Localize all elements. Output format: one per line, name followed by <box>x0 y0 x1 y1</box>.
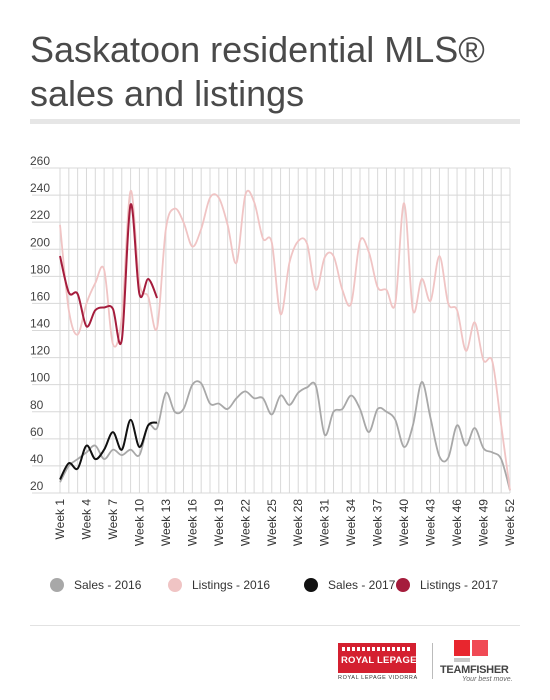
y-tick-label: 40 <box>30 452 44 466</box>
x-tick-label: Week 19 <box>212 499 226 546</box>
footer-divider <box>30 625 520 626</box>
x-tick-label: Week 46 <box>450 499 464 546</box>
logo-divider <box>432 643 433 679</box>
y-tick-label: 80 <box>30 398 44 412</box>
teamfisher-tagline: Your best move. <box>462 676 513 683</box>
legend-item: Sales - 2017 <box>304 578 395 592</box>
y-tick-label: 220 <box>30 208 50 222</box>
x-tick-label: Week 28 <box>291 499 305 546</box>
line-chart: 20 40 60 80 100 120 140 160 180 200 220 240 260 Week … <box>30 154 517 546</box>
x-tick-label: Week 22 <box>238 499 252 546</box>
x-tick-label: Week 40 <box>397 499 411 546</box>
listings-2016-line <box>59 189 511 491</box>
x-tick-label: Week 25 <box>265 499 279 546</box>
teamfisher-name: TEAMFISHER <box>440 664 509 676</box>
royal-lepage-logo: ROYAL LEPAGE ROYAL LEPAGE VIDORRA <box>338 643 420 681</box>
x-tick-label: Week 52 <box>503 499 517 546</box>
legend-item: Listings - 2016 <box>168 578 270 592</box>
y-tick-label: 20 <box>30 479 44 493</box>
y-tick-label: 60 <box>30 425 44 439</box>
legend-swatch <box>168 578 182 592</box>
legend-swatch <box>396 578 410 592</box>
y-tick-label: 200 <box>30 235 50 249</box>
x-tick-label: Week 49 <box>477 499 491 546</box>
x-tick-label: Week 10 <box>132 499 146 546</box>
y-tick-label: 140 <box>30 317 50 331</box>
chart-legend: Sales - 2016 Listings - 2016 Sales - 2017 L… <box>50 578 530 600</box>
teamfisher-logo: TEAMFISHER Your best move. <box>440 640 520 683</box>
x-tick-label: Week 43 <box>424 499 438 546</box>
royal-lepage-logo-mark: ROYAL LEPAGE <box>338 643 416 673</box>
chart-title: Saskatoon residential MLS® sales and lis… <box>30 28 530 116</box>
royal-lepage-name: ROYAL LEPAGE <box>341 655 417 666</box>
x-tick-label: Week 34 <box>344 499 358 546</box>
x-tick-label: Week 16 <box>185 499 199 546</box>
y-tick-label: 240 <box>30 181 50 195</box>
legend-label: Sales - 2016 <box>74 578 142 592</box>
x-tick-label: Week 4 <box>79 499 93 540</box>
sales-2017-line <box>59 418 158 480</box>
x-tick-label: Week 1 <box>53 499 67 540</box>
x-tick-label: Week 7 <box>106 499 120 540</box>
legend-label: Listings - 2016 <box>192 578 271 592</box>
title-divider <box>30 119 520 124</box>
chart-title-line2: sales and listings <box>30 73 305 114</box>
teamfisher-squares-icon <box>454 640 488 662</box>
y-tick-label: 100 <box>30 371 50 385</box>
y-tick-label: 160 <box>30 289 50 303</box>
listings-2017-line <box>59 203 159 345</box>
x-tick-label: Week 13 <box>159 499 173 546</box>
legend-label: Sales - 2017 <box>328 578 396 592</box>
legend-item: Sales - 2016 <box>50 578 141 592</box>
y-tick-label: 120 <box>30 344 50 358</box>
legend-swatch <box>304 578 318 592</box>
y-tick-label: 180 <box>30 262 50 276</box>
x-tick-label: Week 31 <box>318 499 332 546</box>
legend-swatch <box>50 578 64 592</box>
y-tick-label: 260 <box>30 154 50 168</box>
legend-label: Listings - 2017 <box>420 578 499 592</box>
legend-item: Listings - 2017 <box>396 578 498 592</box>
royal-lepage-subtitle: ROYAL LEPAGE VIDORRA <box>338 675 418 681</box>
chart-title-line1: Saskatoon residential MLS® <box>30 29 485 70</box>
sales-2016-line <box>59 380 511 491</box>
x-tick-label: Week 37 <box>371 499 385 546</box>
